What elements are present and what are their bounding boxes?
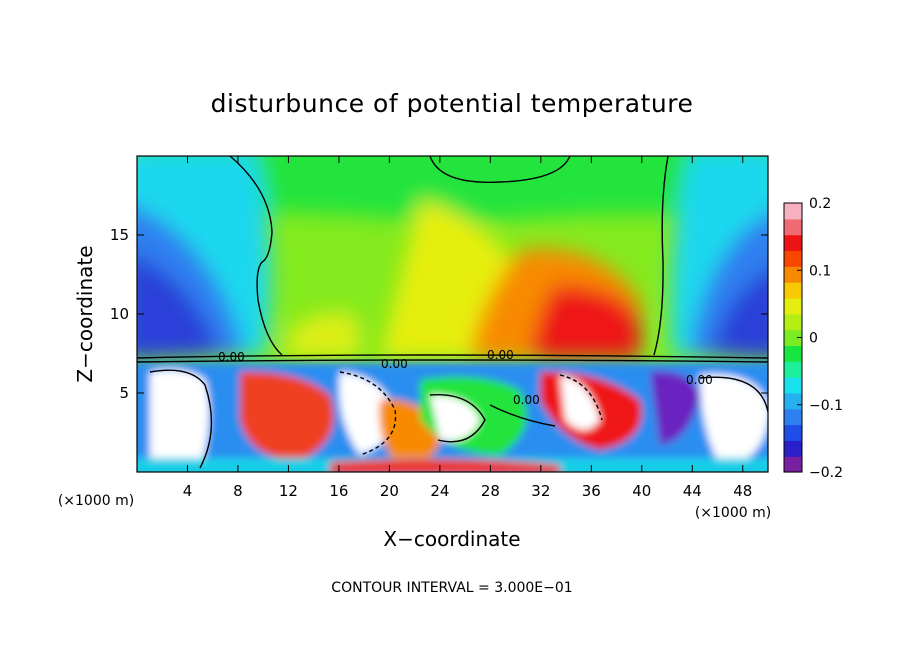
field-left-navy [137, 255, 220, 360]
contour-lower-6 [489, 404, 556, 427]
lower-field [137, 362, 768, 472]
x-axis-unit-right: (×1000 m) [695, 505, 771, 521]
contour-interface-2 [137, 359, 768, 363]
x-tick-label: 40 [632, 482, 651, 500]
field-lower-white-mid [339, 372, 396, 455]
colorbar-swatch [784, 392, 802, 410]
contour-lower-4 [339, 371, 397, 456]
y-axis-label: Z−coordinate [73, 245, 97, 382]
field-lower-white-far [700, 374, 768, 465]
colorbar-swatch [784, 377, 802, 394]
field-lower-white-left [150, 369, 209, 470]
contour-lower-5 [559, 374, 603, 421]
colorbar-tick-label: 0.1 [809, 263, 831, 279]
x-tick-label: 4 [183, 482, 193, 500]
contour-label: 0.00 [487, 348, 514, 362]
contour-zero-right [653, 156, 669, 356]
plot-area: 0.00 0.00 0.00 0.00 0.00 [137, 156, 768, 472]
colorbar-swatch [784, 345, 802, 362]
colorbar-ticks: 0.2 0.1 0 −0.1 −0.2 [797, 196, 843, 481]
colorbar-swatch [784, 234, 802, 252]
contour-lower-2 [429, 394, 486, 443]
field-lower-white-right [560, 375, 600, 430]
x-tick-label: 12 [279, 482, 298, 500]
colorbar-swatch [784, 250, 802, 267]
colorbar-tick-label: −0.1 [809, 398, 843, 414]
x-tick-label: 32 [531, 482, 550, 500]
field-green-top [137, 156, 768, 225]
contour-labels: 0.00 0.00 0.00 0.00 0.00 [218, 348, 713, 407]
colorbar-swatch [784, 282, 802, 299]
contour-label: 0.00 [218, 350, 245, 364]
field-lower-red-strip [330, 459, 560, 472]
upper-field [137, 156, 768, 360]
field-right-navy [712, 269, 768, 359]
colorbar-swatch [784, 456, 802, 473]
contour-lines [137, 156, 768, 469]
contour-label: 0.00 [513, 393, 540, 407]
colorbar-tick-label: −0.2 [809, 465, 843, 481]
contour-interval-label: CONTOUR INTERVAL = 3.000E−01 [331, 580, 572, 596]
contour-interface [137, 354, 768, 359]
y-tick-label: 15 [110, 226, 129, 244]
colorbar-swatch [784, 218, 802, 236]
colorbar-swatch [784, 297, 802, 315]
chart-title: disturbunce of potential temperature [211, 89, 694, 118]
colorbar-swatch [784, 440, 802, 457]
field-left-yellow [285, 312, 360, 358]
y-axis-ticks: 5 10 15 [110, 226, 768, 402]
contour-zero-left [229, 156, 283, 356]
y-tick-label: 10 [110, 305, 129, 323]
x-tick-label: 8 [233, 482, 243, 500]
x-axis-unit-left: (×1000 m) [58, 493, 134, 509]
y-tick-label: 5 [119, 384, 129, 402]
x-tick-label: 20 [380, 482, 399, 500]
field-lower-white-center [430, 395, 480, 441]
contour-lower-3 [699, 376, 768, 413]
contour-zero-top [429, 156, 571, 183]
x-tick-label: 28 [481, 482, 500, 500]
x-tick-label: 48 [733, 482, 752, 500]
colorbar-swatch [784, 266, 802, 283]
contour-label: 0.00 [381, 357, 408, 371]
contour-label: 0.00 [686, 373, 713, 387]
x-tick-label: 36 [582, 482, 601, 500]
x-tick-label: 16 [329, 482, 348, 500]
x-tick-label: 44 [683, 482, 702, 500]
x-tick-label: 24 [430, 482, 449, 500]
colorbar-swatch [784, 313, 802, 331]
colorbar-swatch [784, 408, 802, 426]
colorbar-tick-label: 0.2 [809, 196, 831, 212]
field-center-red [530, 285, 640, 358]
x-axis-label: X−coordinate [383, 527, 520, 551]
colorbar-swatch [784, 203, 802, 220]
colorbar-swatch [784, 329, 802, 347]
colorbar-swatch [784, 424, 802, 441]
x-axis-ticks: 4 8 12 16 20 24 28 32 36 40 44 48 [183, 156, 752, 500]
colorbar-tick-label: 0 [809, 331, 818, 347]
field-lower-purple [650, 371, 700, 445]
contour-lower-1 [149, 369, 213, 469]
field-lower-red-left [240, 371, 334, 460]
colorbar-swatch [784, 361, 802, 378]
